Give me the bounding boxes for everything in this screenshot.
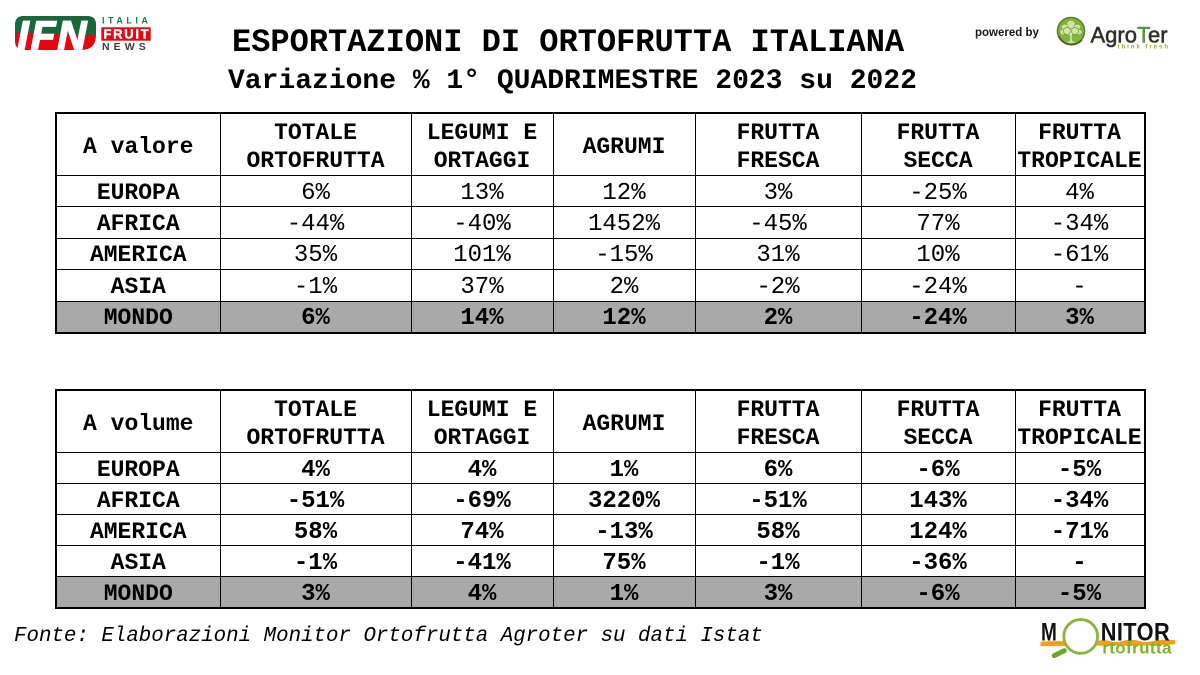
svg-text:rtofrutta: rtofrutta [1102, 638, 1172, 657]
svg-text:AgroTer: AgroTer [1091, 23, 1168, 48]
svg-text:ITALIA: ITALIA [102, 16, 151, 25]
svg-text:FRUIT: FRUIT [104, 27, 151, 42]
svg-text:IFN: IFN [18, 16, 89, 56]
svg-text:NEWS: NEWS [102, 41, 150, 53]
svg-text:NITOR: NITOR [1101, 618, 1170, 646]
svg-text:think fresh: think fresh [1118, 44, 1171, 51]
svg-text:M: M [1041, 618, 1057, 646]
